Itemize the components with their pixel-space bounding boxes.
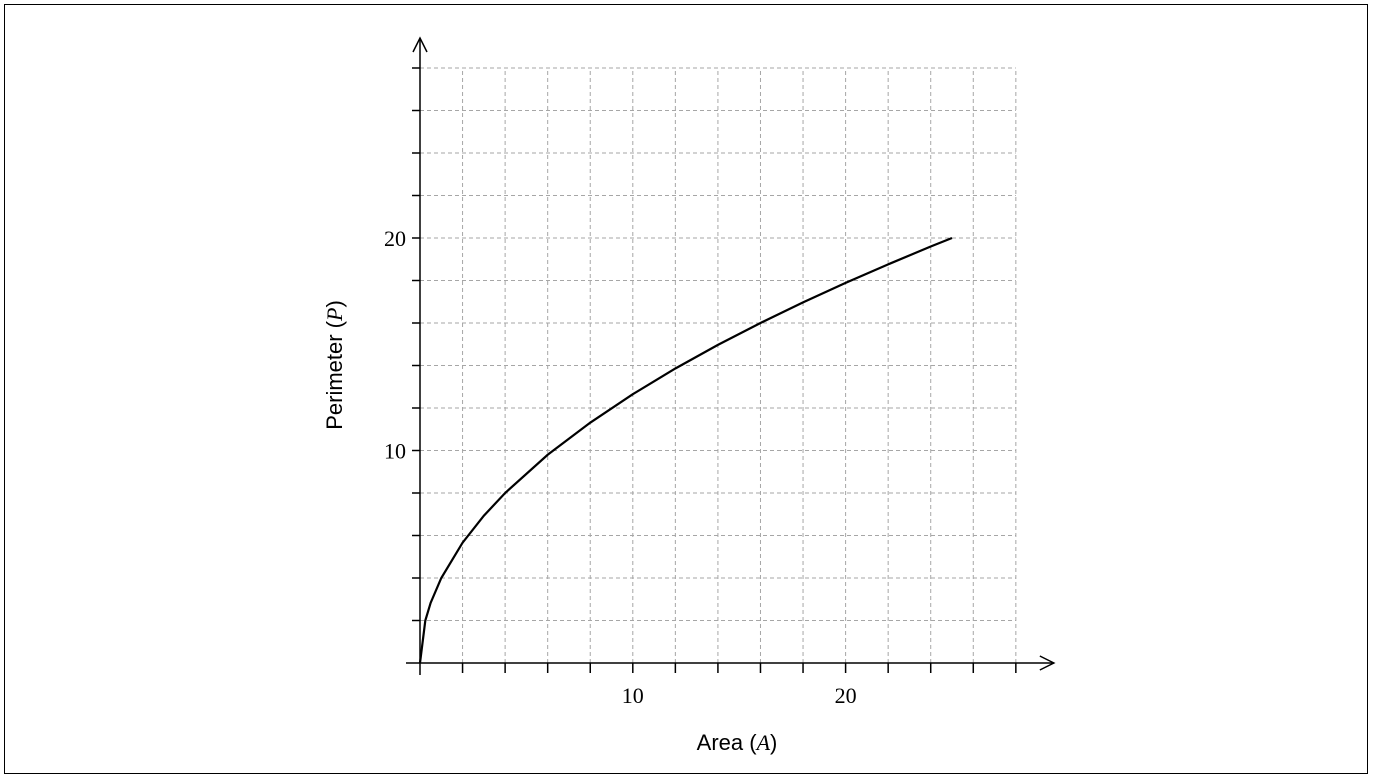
x-tick-label-10: 10 [622,683,644,708]
ticks [412,67,1017,673]
x-axis-title-text: Area [697,730,750,755]
y-tick-label-20: 20 [384,226,406,251]
axes [406,36,1056,675]
tick-labels: 10 20 10 20 [384,226,857,708]
x-axis-variable: A [755,730,771,755]
series-line-0 [418,236,953,664]
y-axis-arrow [412,36,428,53]
x-tick-label-20: 20 [835,683,857,708]
y-axis-title-text: Perimeter [322,328,347,429]
x-axis-arrow [1039,655,1056,671]
plot-area [418,236,953,664]
x-axis-title: Area (A) [697,730,778,755]
y-tick-label-10: 10 [384,439,406,464]
y-axis-title: Perimeter (P) [322,300,347,430]
grid [420,67,1017,663]
figure-frame [4,4,1368,774]
y-axis-variable: P [322,308,347,322]
